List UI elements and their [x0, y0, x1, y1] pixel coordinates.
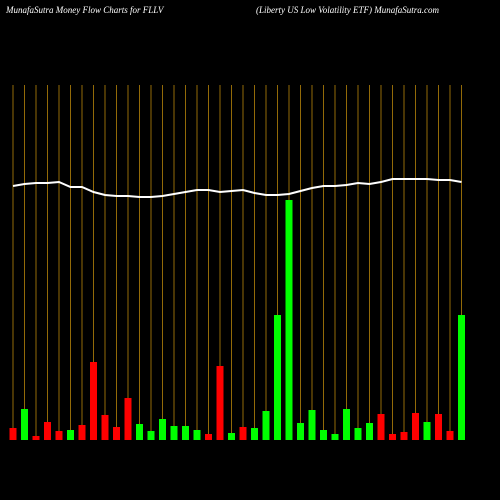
bar	[308, 410, 316, 440]
bar	[113, 427, 120, 440]
bar	[331, 434, 339, 440]
bar	[67, 430, 74, 440]
chart-subtitle: (Liberty US Low Volatility ETF) MunafaSu…	[256, 5, 439, 15]
bar	[297, 423, 304, 440]
bar	[320, 430, 327, 440]
bar	[32, 436, 40, 440]
bar	[136, 424, 143, 440]
bar	[101, 415, 109, 440]
bar	[170, 426, 178, 440]
bar	[90, 362, 97, 440]
bar	[216, 366, 224, 440]
bar	[435, 414, 442, 440]
bar	[228, 433, 235, 440]
bar	[446, 431, 454, 440]
bar	[423, 422, 431, 440]
bar	[159, 419, 166, 440]
bar	[193, 430, 201, 440]
bar	[285, 200, 293, 440]
bar	[21, 409, 28, 440]
bar	[366, 423, 373, 440]
chart-title: MunafaSutra Money Flow Charts for FLLV	[5, 5, 165, 15]
bar	[400, 432, 408, 440]
bar	[239, 427, 247, 440]
bar	[182, 426, 189, 440]
bar	[412, 413, 419, 440]
bar	[78, 425, 86, 440]
bar	[262, 411, 270, 440]
bar	[44, 422, 51, 440]
bar	[55, 431, 63, 440]
bar	[274, 315, 281, 440]
bar	[377, 414, 385, 440]
bar	[458, 315, 465, 440]
bar	[343, 409, 350, 440]
bar	[389, 434, 396, 440]
bar	[354, 428, 362, 440]
bar	[205, 434, 212, 440]
bar	[147, 431, 155, 440]
bar	[124, 398, 132, 440]
bar	[251, 428, 258, 440]
price-line	[12, 178, 462, 198]
bar	[9, 428, 17, 440]
